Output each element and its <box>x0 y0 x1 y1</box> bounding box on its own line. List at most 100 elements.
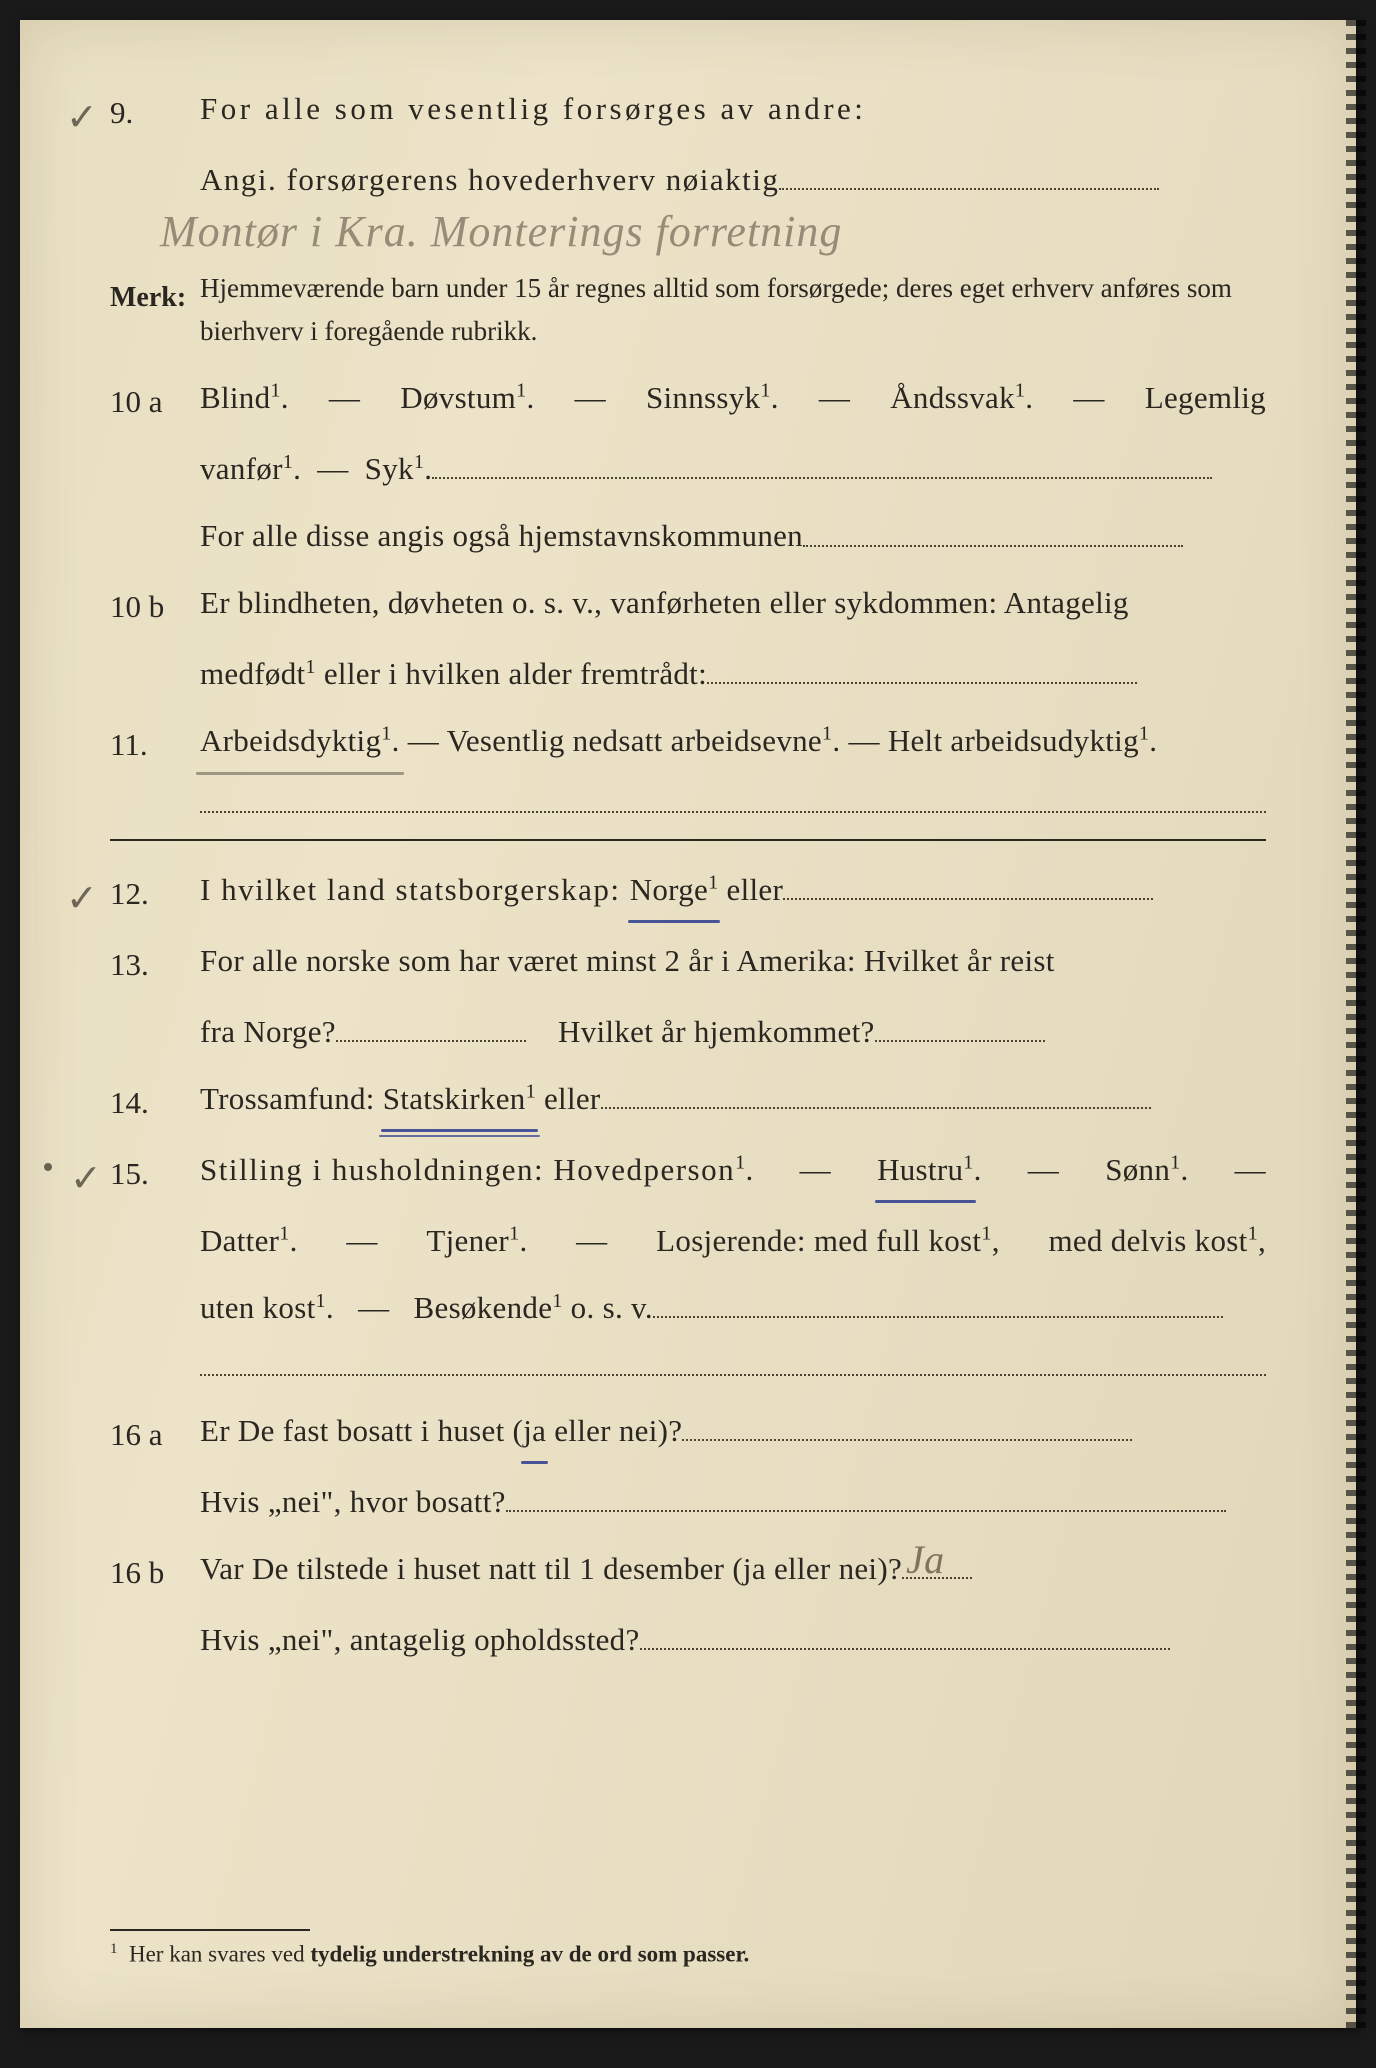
q10a-line2-body: vanfør1. — Syk1. <box>200 440 1266 499</box>
q15-line2: Datter1. — Tjener1. — Losjerende: med fu… <box>110 1212 1266 1271</box>
q16b-line1-text: Var De tilstede i huset natt til 1 desem… <box>200 1551 902 1586</box>
opt-nedsatt: Vesentlig nedsatt arbeidsevne <box>447 723 822 758</box>
q10b-alder: eller i hvilken alder fremtrådt: <box>316 656 707 691</box>
question-12: ✓ 12. I hvilket land statsborgerskap: No… <box>110 861 1266 924</box>
q14-number: 14. <box>110 1070 200 1133</box>
opt-tjener: Tjener <box>426 1223 509 1258</box>
q11-body: Arbeidsdyktig1. — Vesentlig nedsatt arbe… <box>200 712 1266 771</box>
torn-right-edge <box>1346 20 1366 2028</box>
q10b-line2: medfødt1 eller i hvilken alder fremtrådt… <box>110 645 1266 704</box>
census-form-page: ✓ 9. For alle som vesentlig forsørges av… <box>20 20 1356 2028</box>
q15-number: ✓ 15. <box>110 1141 200 1204</box>
q13-line2: fra Norge? Hvilket år hjemkommet? <box>110 1003 1266 1062</box>
q10a-line3-body: For alle disse angis også hjemstavnskomm… <box>200 507 1266 566</box>
dotted-fill <box>803 507 1183 546</box>
q16b-line2: Hvis „nei", antagelig opholdssted? <box>110 1611 1266 1670</box>
question-16a: 16 a Er De fast bosatt i huset (ja eller… <box>110 1402 1266 1465</box>
q10b-line2-body: medfødt1 eller i hvilken alder fremtrådt… <box>200 645 1266 704</box>
q9-handwritten-row: Montør i Kra. Monterings forretning <box>160 206 1266 257</box>
dot-icon <box>44 1163 52 1171</box>
checkmark-icon: ✓ <box>66 82 98 154</box>
q11-number: 11. <box>110 712 200 775</box>
q9-number: ✓ 9. <box>110 80 200 143</box>
q9-num-text: 9. <box>110 95 133 130</box>
q13-line1: For alle norske som har været minst 2 år… <box>200 932 1266 991</box>
q9-line2-label: Angi. forsørgerens hovederhverv nøiaktig <box>200 162 779 197</box>
selected-ja: ja <box>523 1402 546 1461</box>
opt-delvis-kost: med delvis kost <box>1048 1223 1247 1258</box>
q9-handwritten-answer: Montør i Kra. Monterings forretning <box>160 207 842 256</box>
q16b-body: Var De tilstede i huset natt til 1 desem… <box>200 1540 1266 1599</box>
question-16b: 16 b Var De tilstede i huset natt til 1 … <box>110 1540 1266 1603</box>
q10b-number: 10 b <box>110 574 200 637</box>
opt-vanfor: vanfør <box>200 451 283 486</box>
question-10b: 10 b Er blindheten, døvheten o. s. v., v… <box>110 574 1266 637</box>
q10b-line1: Er blindheten, døvheten o. s. v., vanfør… <box>200 574 1266 633</box>
question-11: 11. Arbeidsdyktig1. — Vesentlig nedsatt … <box>110 712 1266 775</box>
dotted-blank-line <box>200 1346 1266 1376</box>
spacer <box>110 1279 200 1283</box>
dotted-fill <box>506 1473 1226 1512</box>
question-10a: 10 a Blind1. — Døvstum1. — Sinnssyk1. — … <box>110 369 1266 432</box>
dotted-fill <box>601 1070 1151 1109</box>
question-13: 13. For alle norske som har været minst … <box>110 932 1266 995</box>
dotted-fill <box>783 861 1153 900</box>
opt-legemlig: Legemlig <box>1145 380 1266 415</box>
spacer <box>110 645 200 649</box>
opt-sinnssyk: Sinnssyk <box>646 380 760 415</box>
q12-number: ✓ 12. <box>110 861 200 924</box>
dotted-fill <box>707 645 1137 684</box>
q12-pre: I hvilket land statsborgerskap: <box>200 872 630 907</box>
q16a-line2: Hvis „nei", hvor bosatt? <box>110 1473 1266 1532</box>
merk-label: Merk: <box>110 267 200 324</box>
q9-body: For alle som vesentlig forsørges av andr… <box>200 80 1266 139</box>
question-14: 14. Trossamfund: Statskirken1 eller <box>110 1070 1266 1133</box>
q12-num-text: 12. <box>110 876 149 911</box>
dotted-fill: Ja <box>902 1540 972 1579</box>
checkmark-icon: ✓ <box>66 863 98 935</box>
q9-line1: For alle som vesentlig forsørges av andr… <box>200 91 866 126</box>
opt-udyktig: Helt arbeidsudyktig <box>888 723 1139 758</box>
dotted-fill <box>779 151 1159 190</box>
q14-body: Trossamfund: Statskirken1 eller <box>200 1070 1266 1129</box>
footnote-area: 1 Her kan svares ved tydelig understrekn… <box>110 1929 1266 1968</box>
q10b-medfodt: medfødt <box>200 656 305 691</box>
section-divider <box>110 839 1266 841</box>
q16a-post: eller nei)? <box>546 1413 682 1448</box>
q15-body: Stilling i husholdningen: Hovedperson1. … <box>200 1141 1266 1200</box>
selected-statskirken: Statskirken1 <box>383 1070 536 1129</box>
opt-sonn: Sønn <box>1105 1152 1170 1187</box>
question-9: ✓ 9. For alle som vesentlig forsørges av… <box>110 80 1266 143</box>
selected-hustru: Hustru1 <box>877 1141 974 1200</box>
q13-number: 13. <box>110 932 200 995</box>
footnote-body: Her kan svares ved tydelig understreknin… <box>117 1942 749 1967</box>
opt-arbeidsdyktig: Arbeidsdyktig1. <box>200 712 400 771</box>
opt-datter: Datter <box>200 1223 279 1258</box>
spacer <box>110 1212 200 1216</box>
dotted-fill <box>875 1003 1045 1042</box>
opt-blind: Blind <box>200 380 270 415</box>
q15-line3-body: uten kost1. — Besøkende1 o. s. v. <box>200 1279 1266 1338</box>
spacer <box>110 1611 200 1615</box>
spacer <box>110 151 200 155</box>
dotted-fill <box>336 1003 526 1042</box>
opt-dovstum: Døvstum <box>400 380 516 415</box>
q10a-body: Blind1. — Døvstum1. — Sinnssyk1. — Åndss… <box>200 369 1266 428</box>
q15-line2-body: Datter1. — Tjener1. — Losjerende: med fu… <box>200 1212 1266 1271</box>
q16a-line2-body: Hvis „nei", hvor bosatt? <box>200 1473 1266 1532</box>
q16a-number: 16 a <box>110 1402 200 1465</box>
dotted-fill <box>432 440 1212 479</box>
question-15: ✓ 15. Stilling i husholdningen: Hovedper… <box>110 1141 1266 1204</box>
opt-uten-kost: uten kost <box>200 1290 316 1325</box>
q15-line3: uten kost1. — Besøkende1 o. s. v. <box>110 1279 1266 1338</box>
q13-hjemkommet: Hvilket år hjemkommet? <box>558 1014 875 1049</box>
q15-osv: o. s. v. <box>563 1290 653 1325</box>
q16b-number: 16 b <box>110 1540 200 1603</box>
q14-post: eller <box>536 1081 601 1116</box>
q16a-pre: Er De fast bosatt i huset ( <box>200 1413 523 1448</box>
merk-text: Hjemmeværende barn under 15 år regnes al… <box>200 267 1266 353</box>
spacer <box>110 1003 200 1007</box>
q16b-line2-text: Hvis „nei", antagelig opholdssted? <box>200 1622 640 1657</box>
q9-line2-row: Angi. forsørgerens hovederhverv nøiaktig <box>110 151 1266 210</box>
q16a-line2-text: Hvis „nei", hvor bosatt? <box>200 1484 506 1519</box>
